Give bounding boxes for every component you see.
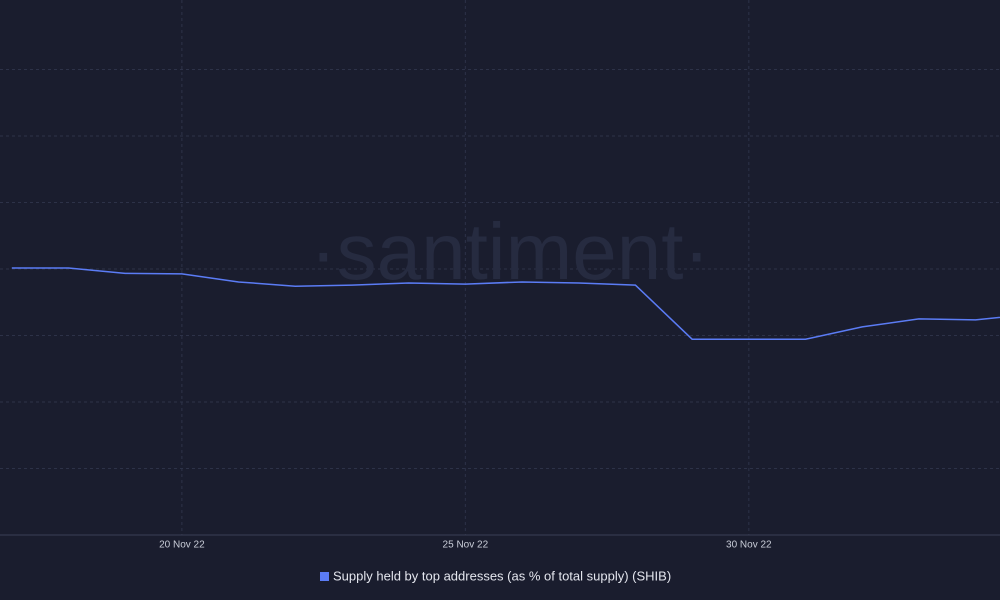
x-tick-label: 25 Nov 22 [443, 540, 489, 551]
watermark: ·santiment· [310, 207, 710, 296]
legend-label[interactable]: Supply held by top addresses (as % of to… [333, 568, 671, 583]
x-tick-label: 30 Nov 22 [726, 540, 772, 551]
legend-swatch [320, 572, 329, 581]
x-tick-label: 20 Nov 22 [159, 540, 205, 551]
series-line [11, 267, 1000, 340]
